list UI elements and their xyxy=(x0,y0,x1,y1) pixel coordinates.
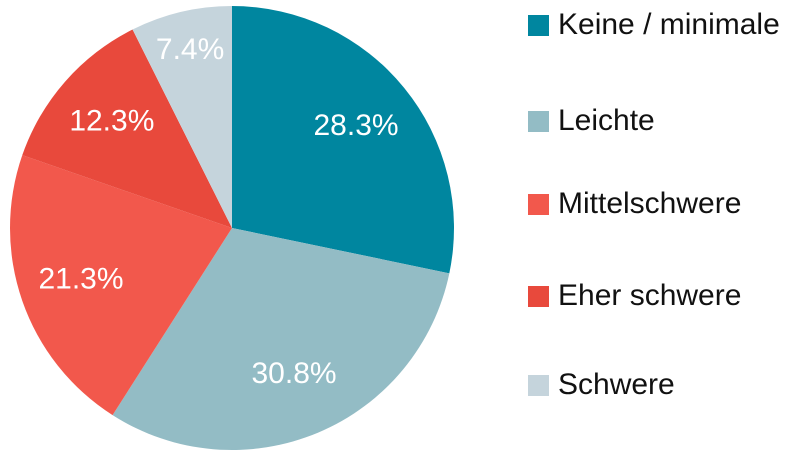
legend-label: Keine / minimale xyxy=(558,8,780,41)
pie-slice xyxy=(9,155,232,416)
legend-swatch xyxy=(528,15,549,36)
data-label: 21.3% xyxy=(38,262,123,295)
legend-swatch xyxy=(528,194,549,215)
pie-slice xyxy=(112,228,450,450)
legend-label: Leichte xyxy=(558,104,655,137)
pie-slice xyxy=(232,6,455,274)
pie-slice xyxy=(22,29,233,228)
chart: 28.3% 30.8% 21.3% 12.3% 7.4% xyxy=(9,6,455,450)
legend-item: Keine / minimale xyxy=(528,8,789,42)
legend-label: Mittelschwere xyxy=(558,187,742,220)
legend-item: Eher schwere xyxy=(528,279,789,313)
legend-swatch xyxy=(528,375,549,396)
legend-swatch xyxy=(528,111,549,132)
legend-swatch xyxy=(528,286,549,307)
legend-label: Eher schwere xyxy=(558,279,742,312)
data-label: 30.8% xyxy=(251,357,336,390)
data-label: 12.3% xyxy=(69,104,154,137)
data-label: 7.4% xyxy=(156,33,224,66)
pie-slice xyxy=(132,6,232,228)
data-label: 28.3% xyxy=(313,109,398,142)
legend-item: Leichte xyxy=(528,104,789,138)
legend-item: Mittelschwere xyxy=(528,187,789,221)
legend-label: Schwere xyxy=(558,368,675,401)
legend-item: Schwere xyxy=(528,368,789,402)
